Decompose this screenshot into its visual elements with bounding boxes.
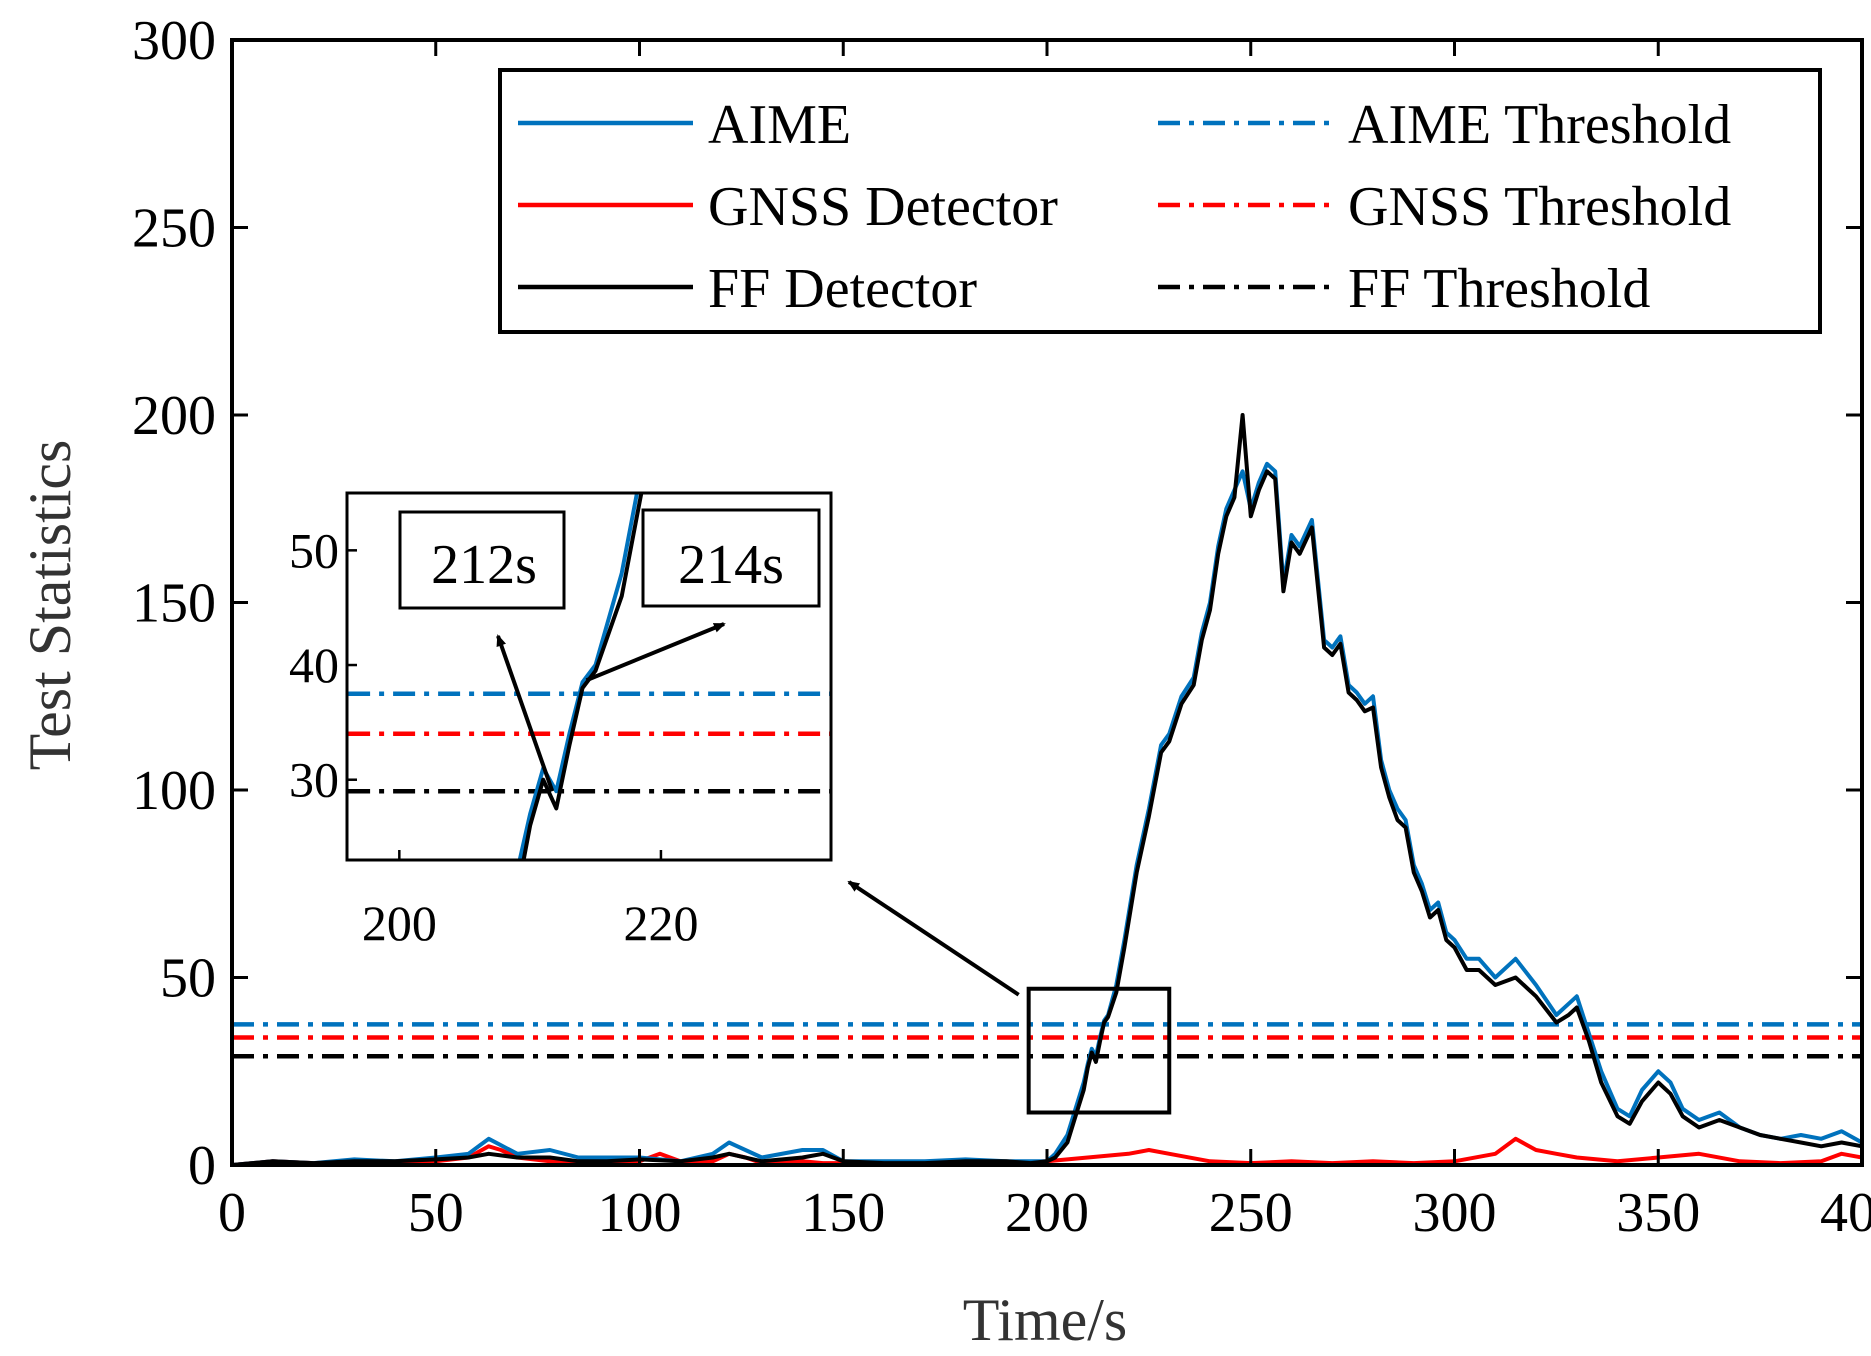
series-group xyxy=(232,413,1862,1165)
x-tick-label: 50 xyxy=(408,1182,464,1244)
callout-label-212s: 212s xyxy=(431,534,537,596)
x-tick-label: 100 xyxy=(598,1182,682,1244)
x-tick-label: 0 xyxy=(218,1182,246,1244)
y-tick-label: 300 xyxy=(132,10,216,72)
legend-label-ff-threshold: FF Threshold xyxy=(1348,258,1650,320)
y-tick-label: 50 xyxy=(160,948,216,1010)
series-line-ff-detector xyxy=(232,413,1862,1165)
y-axis-label: Test Statistics xyxy=(17,440,83,771)
y-tick-label: 0 xyxy=(188,1135,216,1197)
legend-label-aime-threshold: AIME Threshold xyxy=(1348,94,1731,156)
legend-label-aime: AIME xyxy=(708,94,851,156)
main-plot-area: 0 50 100 150 200 250 300 350 400 0 50 100 150 200 250 3… xyxy=(132,10,1871,1244)
inset-x-tick-label: 200 xyxy=(362,895,437,951)
x-axis-label: Time/s xyxy=(963,1287,1128,1353)
inset-x-tick-label: 220 xyxy=(623,895,698,951)
callout-box-212s xyxy=(398,510,566,610)
callout-arrow-214s xyxy=(585,622,726,683)
y-tick-label: 200 xyxy=(132,385,216,447)
x-tick-label: 400 xyxy=(1820,1182,1871,1244)
inset-y-tick-label: 50 xyxy=(289,522,339,578)
legend-label-gnss-threshold: GNSS Threshold xyxy=(1348,176,1731,238)
y-tick-label: 100 xyxy=(132,760,216,822)
callout-box-214s xyxy=(641,508,821,608)
y-tick-label: 250 xyxy=(132,198,216,260)
legend-label-gnss-detector: GNSS Detector xyxy=(708,176,1058,238)
callout-arrow-212s xyxy=(496,634,555,792)
legend-label-ff-detector: FF Detector xyxy=(708,258,977,320)
zoom-region-box xyxy=(1026,986,1172,1115)
inset-frame xyxy=(345,491,833,862)
x-tick-label: 150 xyxy=(801,1182,885,1244)
y-tick-label: 150 xyxy=(132,573,216,635)
inset-zoom-plot: 200 220 30 40 50 212s 214s xyxy=(289,491,1020,997)
x-tick-label: 350 xyxy=(1616,1182,1700,1244)
x-tick-label: 300 xyxy=(1413,1182,1497,1244)
x-tick-label: 250 xyxy=(1209,1182,1293,1244)
inset-y-tick-label: 40 xyxy=(289,637,339,693)
inset-series-group xyxy=(347,493,831,860)
zoom-arrow xyxy=(847,880,1020,997)
inset-y-tick-label: 30 xyxy=(289,752,339,808)
x-tick-label: 200 xyxy=(1005,1182,1089,1244)
legend: AIME GNSS Detector FF Detector AIME Thresho… xyxy=(498,68,1822,334)
callout-label-214s: 214s xyxy=(678,534,784,596)
